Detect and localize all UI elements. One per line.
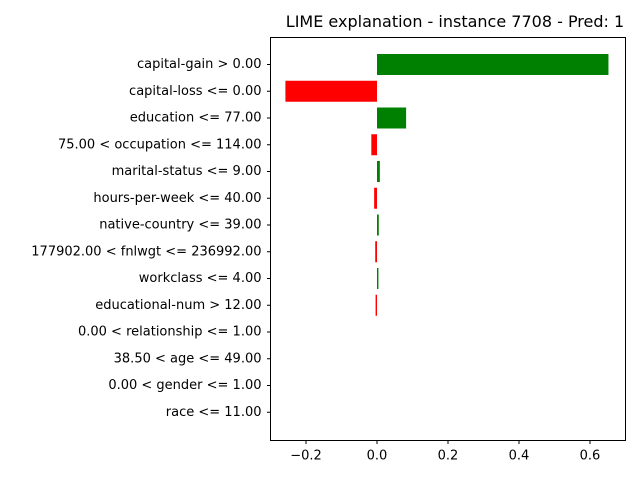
x-tick-label-3: 0.4 — [509, 449, 530, 464]
y-tick-label-10: 0.00 < relationship <= 1.00 — [78, 325, 262, 340]
y-tick-label-9: educational-num > 12.00 — [95, 298, 261, 313]
chart-title: LIME explanation - instance 7708 - Pred:… — [286, 12, 624, 31]
x-tick-label-1: 0.0 — [367, 449, 388, 464]
bar-0 — [377, 54, 609, 75]
x-ticks-group: −0.2 0.0 0.2 0.4 0.6 — [290, 440, 601, 464]
bars-group — [285, 54, 609, 316]
bar-1 — [285, 80, 377, 102]
y-tick-label-3: 75.00 < occupation <= 114.00 — [58, 137, 262, 152]
y-tick-label-4: marital-status <= 9.00 — [112, 164, 262, 179]
bar-9 — [375, 294, 377, 316]
y-tick-labels-group: capital-gain > 0.00 capital-loss <= 0.00 e… — [31, 57, 271, 420]
y-tick-label-5: hours-per-week <= 40.00 — [93, 191, 261, 206]
y-tick-label-13: race <= 11.00 — [166, 405, 262, 420]
y-tick-label-0: capital-gain > 0.00 — [137, 57, 262, 72]
bar-3 — [371, 134, 377, 156]
bar-8 — [377, 268, 379, 289]
x-tick-label-0: −0.2 — [290, 449, 322, 464]
plot-frame — [270, 37, 626, 441]
bar-7 — [375, 241, 377, 263]
y-tick-label-6: native-country <= 39.00 — [99, 218, 261, 233]
x-tick-label-2: 0.2 — [438, 449, 459, 464]
bar-2 — [377, 107, 407, 129]
y-tick-label-11: 38.50 < age <= 49.00 — [114, 351, 262, 366]
y-tick-label-7: 177902.00 < fnlwgt <= 236992.00 — [31, 244, 261, 259]
y-tick-label-2: education <= 77.00 — [130, 111, 262, 126]
y-tick-label-8: workclass <= 4.00 — [139, 271, 262, 286]
x-tick-label-4: 0.6 — [580, 449, 601, 464]
bar-5 — [374, 187, 377, 209]
bar-4 — [377, 161, 380, 182]
bar-6 — [377, 214, 379, 236]
y-tick-label-1: capital-loss <= 0.00 — [129, 84, 261, 99]
y-tick-label-12: 0.00 < gender <= 1.00 — [108, 378, 261, 393]
